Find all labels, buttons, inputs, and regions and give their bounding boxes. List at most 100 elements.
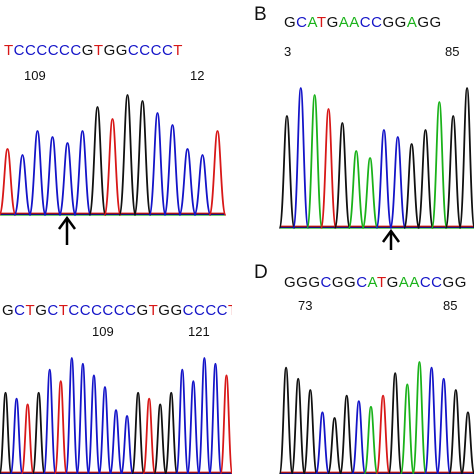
panel-d: D GGGCGGCATGAACCGG 73 85 xyxy=(240,250,474,474)
trace-peak xyxy=(75,362,90,474)
position-label-start-a: 109 xyxy=(24,68,46,83)
base-letter: C xyxy=(419,274,432,291)
trace-peak xyxy=(208,362,223,474)
base-letter: C xyxy=(139,42,151,59)
base-letter: C xyxy=(59,42,71,59)
sequence-text-d: GGGCGGCATGAACCGG xyxy=(284,274,467,291)
base-letter: G xyxy=(136,302,149,319)
base-letter: C xyxy=(70,42,82,59)
base-letter: G xyxy=(81,42,94,59)
base-letter: T xyxy=(25,302,36,319)
base-letter: A xyxy=(349,14,360,31)
trace-peak xyxy=(363,405,379,474)
base-letter: G xyxy=(35,302,48,319)
trace-peak xyxy=(133,100,152,216)
trace-peak xyxy=(444,115,462,229)
base-letter: C xyxy=(431,274,443,291)
trace-peak xyxy=(31,391,46,474)
trace-peak xyxy=(302,389,318,474)
trace-peak xyxy=(193,154,212,216)
trace-peak xyxy=(131,391,146,474)
trace-peak xyxy=(9,397,24,474)
position-label-end-a: 12 xyxy=(190,68,205,83)
trace-peak xyxy=(339,394,355,474)
base-letter: C xyxy=(359,14,372,31)
base-letter: G xyxy=(115,42,128,59)
base-letter: A xyxy=(307,14,317,31)
base-letter: T xyxy=(4,42,14,59)
trace-peak xyxy=(164,391,179,474)
trace-peak xyxy=(103,118,122,216)
trace-peak xyxy=(278,366,294,474)
base-letter: G xyxy=(344,274,357,291)
trace-peak xyxy=(219,374,232,474)
base-letter: C xyxy=(205,302,217,319)
base-letter: G xyxy=(429,14,442,31)
mutation-arrow-icon xyxy=(57,215,77,245)
trace-peak xyxy=(28,130,47,216)
trace-peak xyxy=(319,108,338,229)
trace-peak xyxy=(163,124,182,216)
base-letter: G xyxy=(331,274,345,291)
base-letter: C xyxy=(127,42,140,59)
chromatogram-b xyxy=(278,87,474,250)
base-letter: T xyxy=(228,302,232,319)
position-label-end-b: 85 xyxy=(445,44,460,59)
base-letter: G xyxy=(284,274,297,291)
trace-peak xyxy=(333,122,351,229)
base-letter: G xyxy=(386,274,399,291)
base-letter: T xyxy=(316,14,327,31)
panel-c: GCTGCTCCCCCCGTGGCCCCT 109 121 xyxy=(0,250,232,474)
base-letter: G xyxy=(417,14,430,31)
base-letter: G xyxy=(394,14,407,31)
base-letter: A xyxy=(406,14,418,31)
trace-peak xyxy=(142,397,157,474)
trace-peak xyxy=(411,361,427,474)
base-letter: G xyxy=(103,42,116,59)
base-letter: C xyxy=(14,302,26,319)
panel-label-d: D xyxy=(254,262,268,283)
sequence-text-b: GCATGAACCGGAGG xyxy=(284,14,442,31)
trace-peak xyxy=(448,389,464,474)
trace-peak xyxy=(178,148,197,216)
base-letter: C xyxy=(356,274,368,291)
position-label-start-d: 73 xyxy=(298,298,313,313)
base-letter: C xyxy=(320,274,332,291)
base-letter: G xyxy=(442,274,455,291)
trace-peak xyxy=(290,377,306,474)
trace-peak xyxy=(416,129,435,229)
base-letter: C xyxy=(79,302,92,319)
base-letter: G xyxy=(170,302,183,319)
trace-peak xyxy=(278,115,296,229)
trace-peak xyxy=(186,380,201,474)
base-letter: C xyxy=(113,302,126,319)
trace-peak xyxy=(430,101,448,229)
trace-peak xyxy=(460,411,474,474)
trace-peak xyxy=(351,400,367,474)
base-letter: C xyxy=(47,302,59,319)
trace-peak xyxy=(118,94,137,216)
base-letter: T xyxy=(93,42,104,59)
base-letter: G xyxy=(158,302,171,319)
chromatogram-a xyxy=(0,94,227,245)
trace-peak xyxy=(109,409,123,474)
base-letter: C xyxy=(371,14,383,31)
trace-peak xyxy=(197,357,212,474)
sequence-text-c: GCTGCTCCCCCCGTGGCCCCT xyxy=(2,302,232,319)
base-letter: G xyxy=(296,274,309,291)
base-letter: T xyxy=(58,302,69,319)
trace-peak xyxy=(0,391,13,474)
base-letter: C xyxy=(161,42,174,59)
trace-peak xyxy=(375,129,393,229)
trace-peak xyxy=(88,106,107,216)
trace-peak xyxy=(208,130,227,216)
position-label-start-b: 3 xyxy=(284,44,292,59)
base-letter: A xyxy=(398,274,410,291)
panel-label-b: B xyxy=(254,4,267,25)
trace-peak xyxy=(148,112,167,216)
position-label-end-d: 85 xyxy=(443,298,458,313)
base-letter: C xyxy=(36,42,48,59)
trace-peak xyxy=(327,417,343,474)
panel-a: TCCCCCCGTGGCCCCT 109 12 xyxy=(0,0,232,250)
trace-peak xyxy=(64,357,79,474)
